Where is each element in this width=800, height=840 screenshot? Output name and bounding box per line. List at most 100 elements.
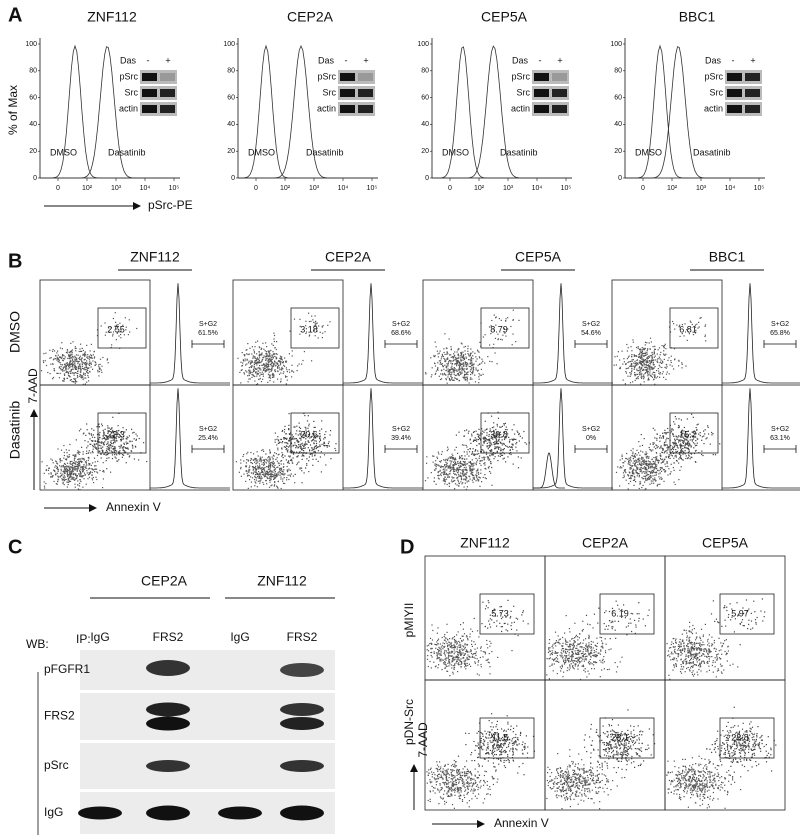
dot	[279, 468, 281, 470]
dot	[301, 442, 303, 444]
dot	[245, 364, 247, 366]
band	[727, 89, 742, 97]
dot	[81, 446, 83, 448]
dot	[295, 445, 297, 447]
dot	[308, 441, 310, 443]
dot	[258, 361, 260, 363]
dot	[309, 450, 311, 452]
dot	[471, 378, 473, 380]
dot	[490, 449, 492, 451]
dot	[644, 364, 646, 366]
dot	[298, 446, 300, 448]
dot	[441, 353, 443, 356]
dot	[649, 474, 651, 477]
dot	[254, 356, 256, 358]
dot	[630, 456, 632, 458]
dot	[259, 372, 261, 374]
dot	[56, 462, 58, 464]
dot	[668, 446, 670, 448]
dot	[83, 432, 85, 434]
dot	[288, 439, 290, 441]
label: 6.81	[679, 324, 697, 334]
dot	[637, 363, 639, 365]
dot	[673, 481, 675, 483]
dot	[264, 461, 266, 463]
dot	[248, 371, 250, 373]
dot	[685, 443, 687, 446]
dot	[462, 362, 464, 364]
dot	[645, 369, 647, 371]
dot	[65, 366, 67, 368]
dot	[463, 474, 465, 476]
dot	[102, 478, 104, 480]
dot	[76, 477, 78, 479]
dot	[644, 475, 646, 477]
plot-frame	[39, 279, 151, 386]
dot	[648, 365, 650, 367]
dot	[671, 446, 674, 448]
dot	[280, 361, 282, 363]
dot	[659, 467, 661, 469]
dot	[256, 375, 258, 377]
dot	[515, 341, 517, 343]
dot	[434, 341, 436, 343]
band	[534, 73, 549, 81]
dot	[674, 358, 676, 360]
dot	[252, 473, 255, 475]
dot	[485, 428, 488, 430]
dot	[285, 459, 287, 461]
dot	[478, 442, 480, 445]
dot	[317, 436, 319, 438]
dot	[271, 358, 273, 361]
label: CEP2A	[325, 249, 372, 265]
dot	[641, 486, 643, 489]
dot	[102, 435, 104, 437]
dot	[287, 451, 289, 453]
label: 20	[227, 148, 235, 155]
dot	[273, 334, 276, 337]
dot	[65, 369, 67, 371]
dot	[81, 461, 83, 463]
dot	[116, 450, 118, 452]
dot	[292, 445, 294, 447]
dot	[512, 448, 514, 451]
dot	[484, 436, 486, 438]
dot	[253, 355, 255, 357]
dot	[110, 447, 112, 449]
dot	[484, 474, 486, 476]
dot	[637, 370, 640, 372]
dot	[103, 433, 105, 435]
dot	[254, 477, 256, 479]
dot	[120, 439, 122, 442]
scatter-cloud	[41, 312, 138, 385]
dot	[645, 462, 647, 464]
dot	[633, 355, 635, 357]
dot	[502, 442, 504, 444]
dot	[639, 482, 642, 484]
dot	[264, 471, 266, 473]
dot	[465, 466, 467, 468]
dot	[321, 326, 323, 328]
dot	[272, 458, 274, 460]
dot	[299, 451, 301, 453]
dot	[465, 356, 467, 358]
dot	[449, 457, 451, 459]
dot	[457, 353, 459, 355]
dot	[620, 466, 622, 468]
dot	[58, 356, 60, 358]
dot	[308, 435, 310, 437]
dot	[657, 483, 659, 485]
dot	[440, 474, 442, 477]
dot	[246, 459, 248, 461]
dot	[632, 479, 635, 481]
dot	[284, 442, 286, 444]
dot	[88, 367, 90, 369]
dot	[274, 347, 276, 349]
dot	[474, 374, 476, 376]
dot	[319, 456, 321, 458]
dot	[275, 458, 277, 460]
dot	[317, 460, 319, 462]
dot	[261, 469, 263, 471]
dot	[670, 444, 672, 447]
dot	[299, 467, 301, 469]
